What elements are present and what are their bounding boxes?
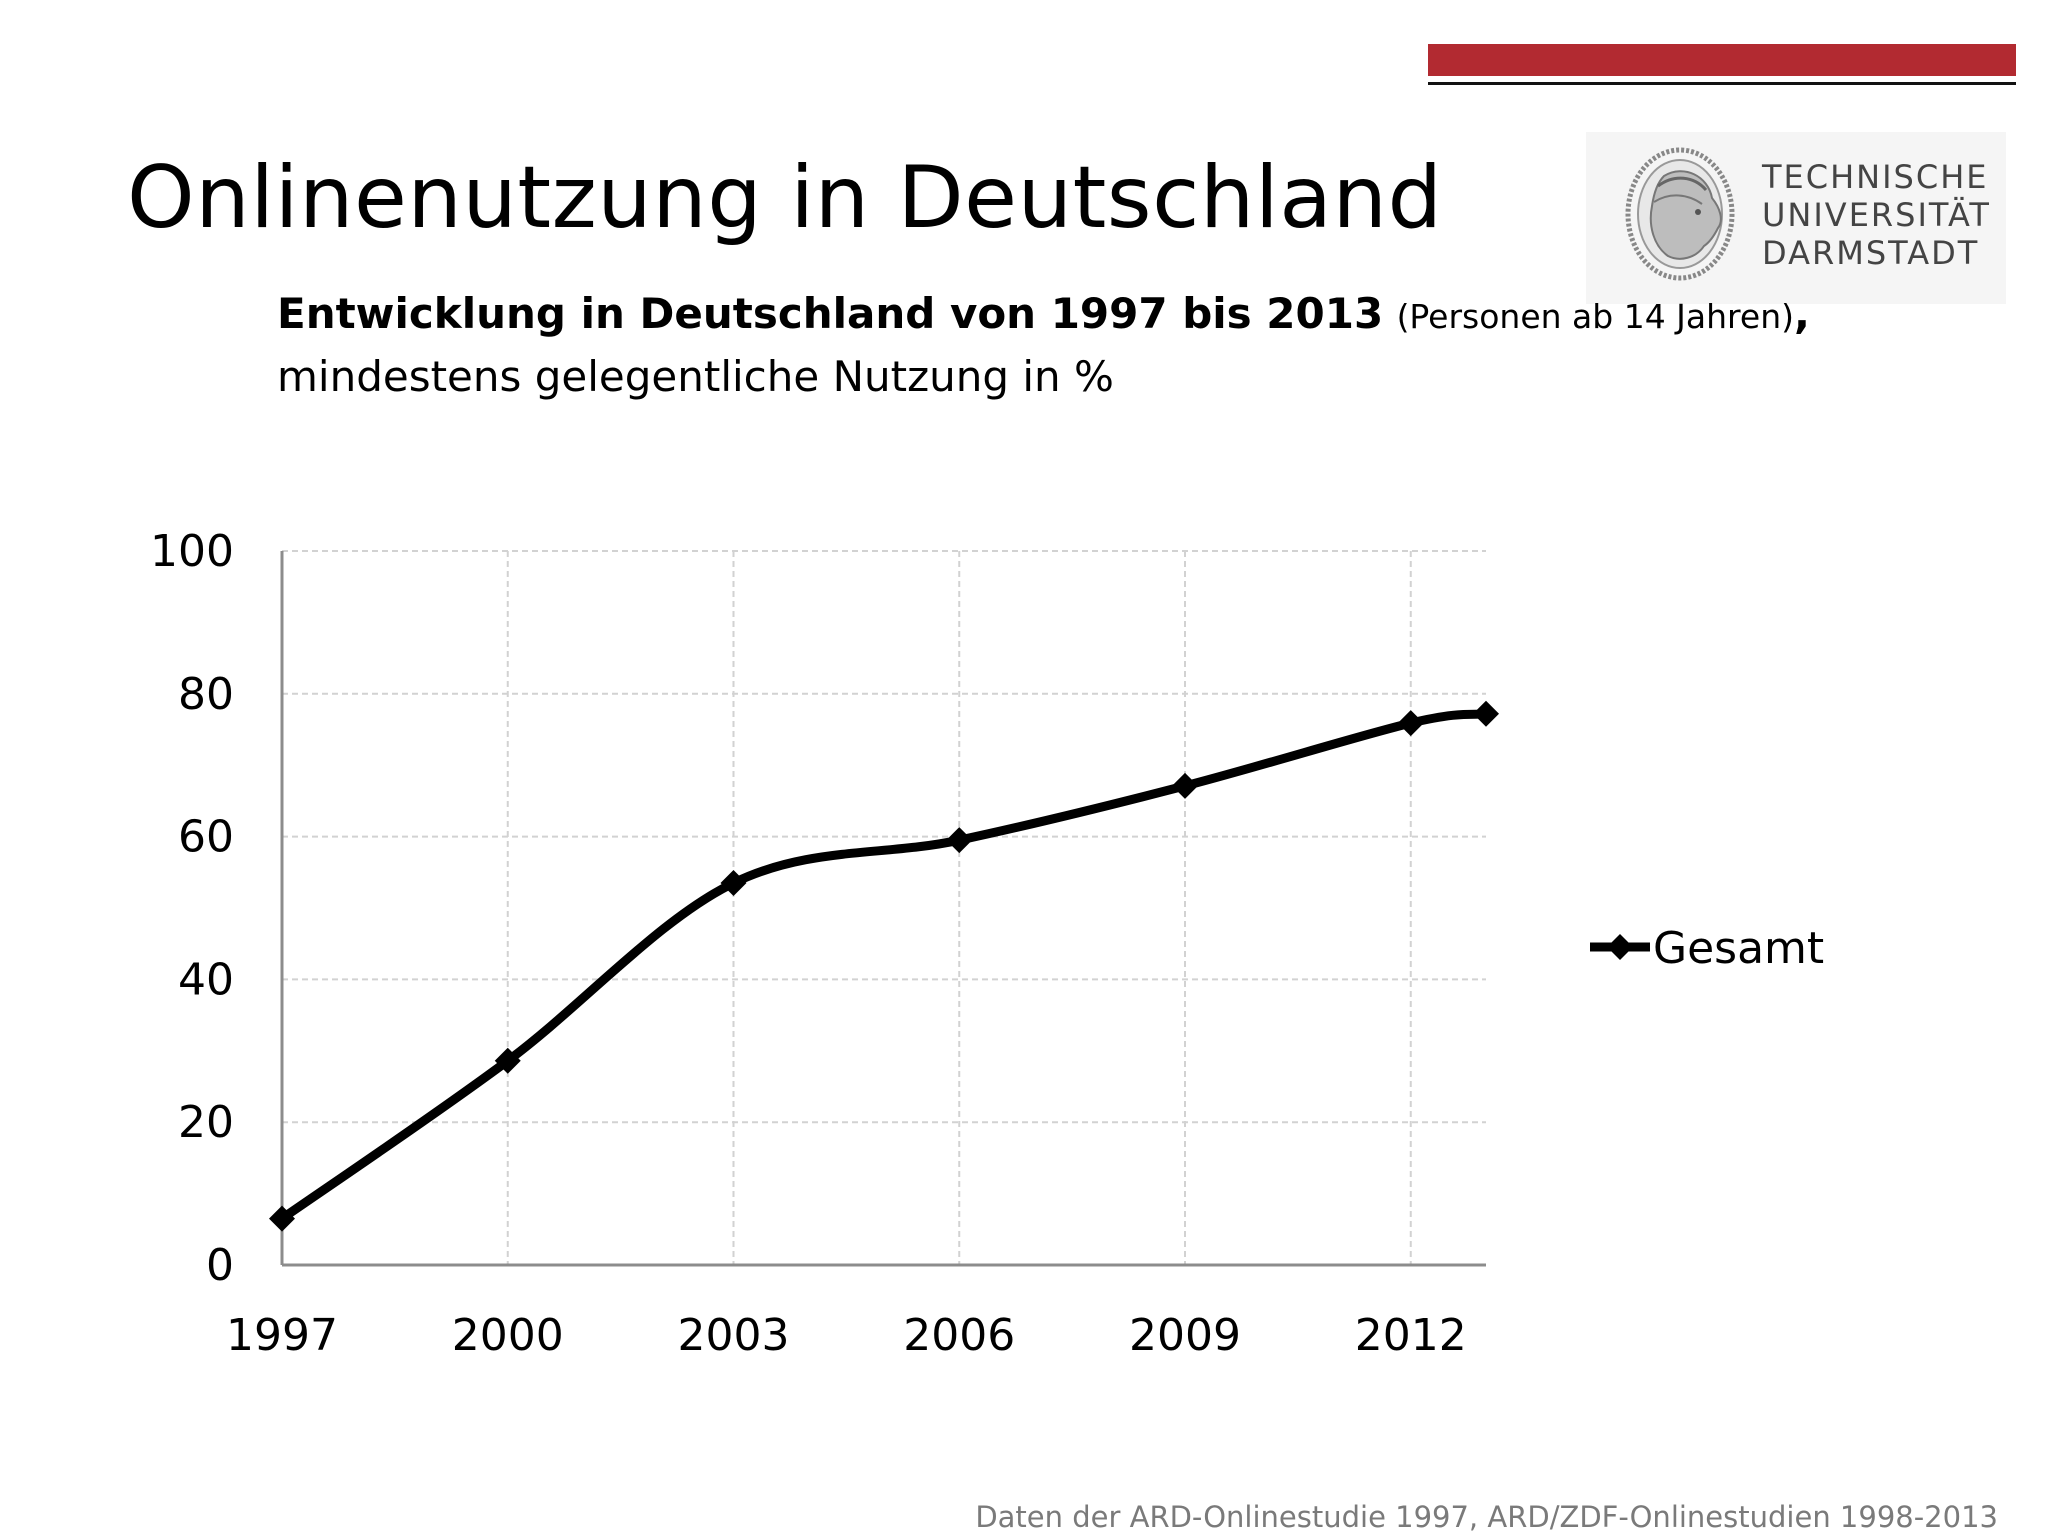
y-tick-label: 20 — [178, 1097, 234, 1148]
data-point — [946, 827, 973, 854]
data-point — [269, 1205, 295, 1232]
logo-line-3: DARMSTADT — [1762, 234, 1980, 272]
source-footnote: Daten der ARD-Onlinestudie 1997, ARD/ZDF… — [975, 1500, 1998, 1534]
subtitle-line-1: Entwicklung in Deutschland von 1997 bis … — [277, 284, 1810, 347]
slide-title: Onlinenutzung in Deutschland — [127, 148, 1443, 248]
university-logo: TECHNISCHE UNIVERSITÄT DARMSTADT — [1586, 132, 2006, 304]
chart-subtitle: Entwicklung in Deutschland von 1997 bis … — [277, 284, 1810, 407]
y-tick-label: 100 — [150, 526, 234, 577]
y-tick-label: 80 — [178, 669, 234, 720]
athena-head-seal-icon — [1625, 147, 1735, 281]
x-tick-label: 2000 — [452, 1310, 564, 1361]
x-tick-label: 2003 — [678, 1310, 790, 1361]
subtitle-paren: (Personen ab 14 Jahren) — [1396, 297, 1794, 336]
data-point — [494, 1047, 521, 1074]
y-tick-label: 0 — [206, 1240, 234, 1291]
logo-line-2: UNIVERSITÄT — [1762, 196, 1991, 234]
subtitle-line-2: mindestens gelegentliche Nutzung in % — [277, 352, 1114, 401]
data-point — [720, 870, 747, 897]
series-gesamt — [269, 700, 1499, 1232]
y-tick-label: 60 — [178, 812, 234, 863]
legend-label: Gesamt — [1653, 923, 1824, 974]
grid-lines — [282, 550, 1486, 1265]
legend-marker — [1607, 934, 1633, 960]
data-point — [1397, 710, 1424, 737]
logo-line-1: TECHNISCHE — [1762, 158, 1989, 196]
x-tick-label: 2009 — [1129, 1310, 1241, 1361]
subtitle-bold: Entwicklung in Deutschland von 1997 bis … — [277, 289, 1384, 338]
x-tick-label: 2012 — [1355, 1310, 1467, 1361]
axes — [280, 551, 1486, 1267]
data-point — [1172, 772, 1198, 799]
series-line — [277, 709, 1491, 1224]
data-point — [1473, 700, 1499, 727]
accent-rule — [1428, 82, 2016, 85]
legend: Gesamt — [1590, 923, 1824, 974]
x-tick-label: 1997 — [226, 1310, 338, 1361]
tick-labels: 0 20 40 60 80 100 1997 2000 2003 2006 2009 2012 — [150, 526, 1467, 1361]
y-tick-label: 40 — [178, 954, 234, 1005]
subtitle-comma: , — [1793, 289, 1810, 338]
accent-bar — [1428, 44, 2016, 76]
x-tick-label: 2006 — [903, 1310, 1015, 1361]
university-name: TECHNISCHE UNIVERSITÄT DARMSTADT — [1762, 158, 1991, 272]
